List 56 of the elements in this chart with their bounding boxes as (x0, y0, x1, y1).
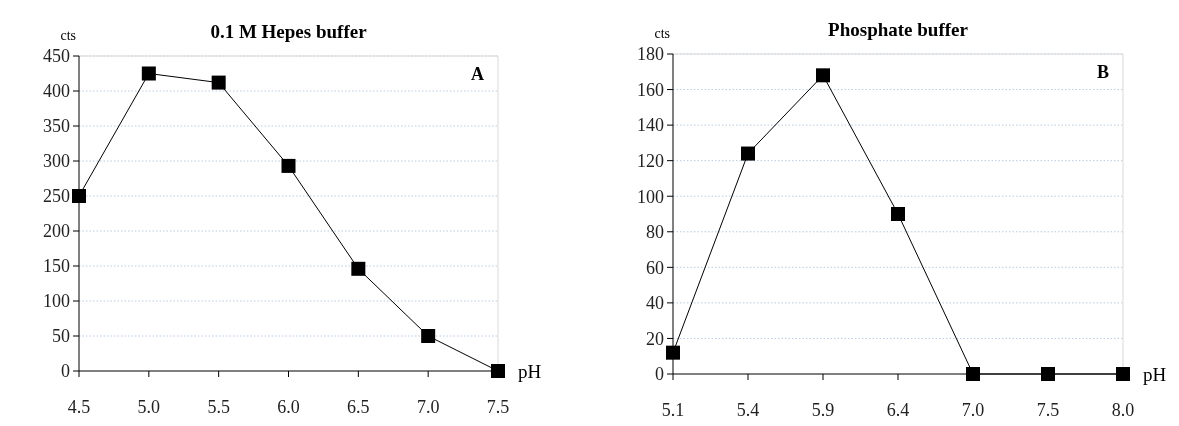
point (351, 261, 366, 276)
point (816, 68, 830, 83)
point (211, 75, 226, 90)
point (741, 146, 755, 161)
point (1116, 367, 1130, 381)
y-tick-label: 350 (43, 116, 70, 137)
y-tick-label: 60 (646, 257, 664, 278)
y-tick-label: 80 (646, 222, 664, 243)
x-tick-label: 6.0 (277, 397, 300, 417)
y-tick-label: 180 (637, 44, 664, 65)
x-tick-label: 6.4 (886, 400, 910, 420)
y-tick-label: 0 (655, 364, 664, 385)
point (281, 158, 296, 173)
chart-title: 0.1 M Hepes buffer (210, 21, 368, 42)
x-tick-label: 5.5 (207, 397, 230, 417)
y-tick-label: 100 (637, 186, 664, 207)
point (891, 207, 905, 221)
y-axis-title: cts (654, 26, 670, 41)
x-tick-label: 5.9 (811, 400, 835, 420)
x-tick-label: 6.5 (347, 397, 370, 417)
y-tick-label: 140 (637, 115, 664, 136)
point (141, 66, 156, 81)
point (72, 189, 86, 203)
x-tick-label: 5.0 (137, 397, 161, 417)
annotation: A (471, 64, 484, 84)
y-tick-label: 150 (43, 256, 70, 277)
x-tick-label: 7.0 (961, 400, 985, 420)
point (966, 367, 980, 381)
y-tick-label: 200 (43, 221, 70, 242)
y-tick-label: 450 (43, 46, 70, 67)
x-tick-label: 7.5 (1036, 400, 1060, 420)
y-tick-label: 40 (646, 293, 664, 314)
point (491, 364, 505, 378)
chart-title: Phosphate buffer (828, 19, 969, 40)
y-tick-label: 120 (637, 150, 664, 171)
y-tick-label: 250 (43, 186, 70, 207)
x-tick-label: 8.0 (1111, 400, 1135, 420)
point (666, 345, 680, 360)
x-tick-label: 7.0 (416, 397, 440, 417)
x-tick-label: 5.4 (736, 400, 760, 420)
y-tick-label: 20 (646, 328, 664, 349)
y-axis-title: cts (60, 28, 76, 43)
y-tick-label: 100 (43, 291, 70, 312)
x-tick-label: 7.5 (486, 397, 510, 417)
y-tick-label: 50 (52, 326, 70, 347)
point (1041, 367, 1055, 381)
x-axis-title: pH (518, 360, 542, 382)
x-axis-title: pH (1143, 363, 1167, 385)
point (421, 329, 436, 343)
annotation: B (1096, 62, 1109, 82)
x-tick-label: 4.5 (67, 397, 91, 417)
y-tick-label: 0 (61, 361, 70, 382)
y-tick-label: 160 (637, 79, 664, 100)
x-tick-label: 5.1 (661, 400, 685, 420)
y-tick-label: 300 (43, 151, 70, 172)
y-tick-label: 400 (43, 81, 70, 102)
